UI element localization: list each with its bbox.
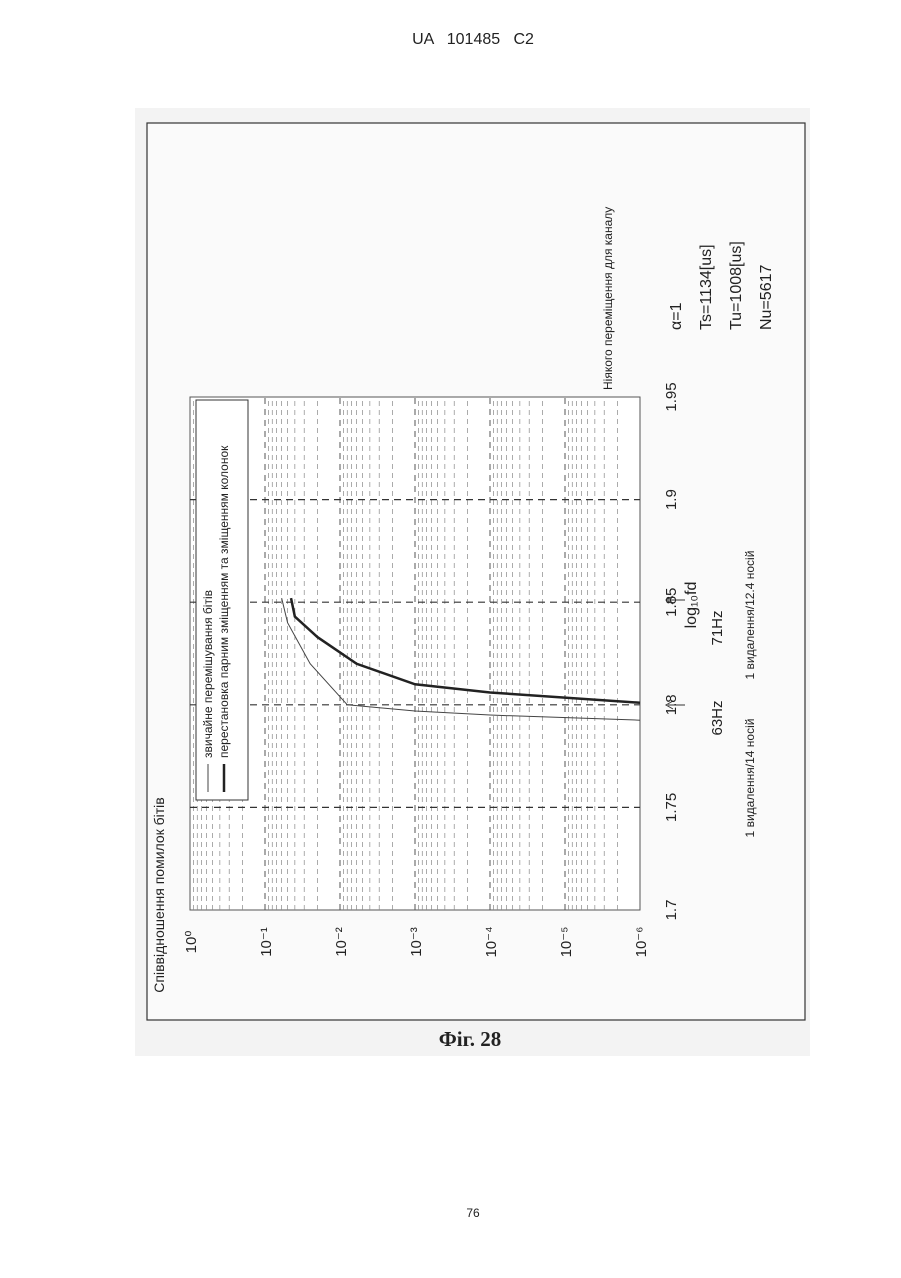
y-tick-label: 10⁻³ [408,927,425,957]
x-axis-label: log₁₀fd [683,582,700,629]
legend-label: звичайне перемішування бітів [201,590,215,758]
x-tick-label: 1.7 [663,900,680,921]
legend-label: перестановка парним зміщенням та зміщенн… [217,445,231,758]
y-tick-label: 10⁻² [333,927,350,957]
annotation: 1 видалення/12.4 носій [743,551,757,680]
page: UA 101485 C2 Фіг. 28 76 10⁰ 10⁻¹ 10⁻² 10⁻³ 1… [0,0,901,1273]
y-tick-label: 10⁻⁶ [633,927,650,958]
annotation: Ніякого переміщення для каналу [601,207,615,390]
y-axis-label: Співвідношення помилок бітів [151,797,167,992]
parameter: Nu=5617 [758,265,775,330]
annotation: 63Hz [709,700,726,735]
parameter: Ts=1134[us] [698,244,715,330]
y-tick-label: 10⁻⁵ [558,927,575,958]
y-tick-label: 10⁻¹ [258,927,275,957]
x-tick-label: 1.9 [663,489,680,510]
annotation: 1 видалення/14 носій [743,719,757,838]
x-tick-label: 1.95 [663,382,680,411]
parameter: Tu=1008[us] [728,241,745,330]
annotation: 71Hz [709,610,726,645]
x-tick-label: 1.75 [663,793,680,822]
y-tick-label: 10⁻⁴ [483,926,500,957]
patent-header: UA 101485 C2 [412,31,534,48]
figure-caption: Фіг. 28 [439,1027,502,1051]
parameter: α=1 [668,302,685,330]
x-tick-label: 1.85 [663,588,680,617]
page-number: 76 [466,1206,480,1220]
x-tick-label: 1.8 [663,694,680,715]
y-tick-label: 10⁰ [183,931,200,954]
